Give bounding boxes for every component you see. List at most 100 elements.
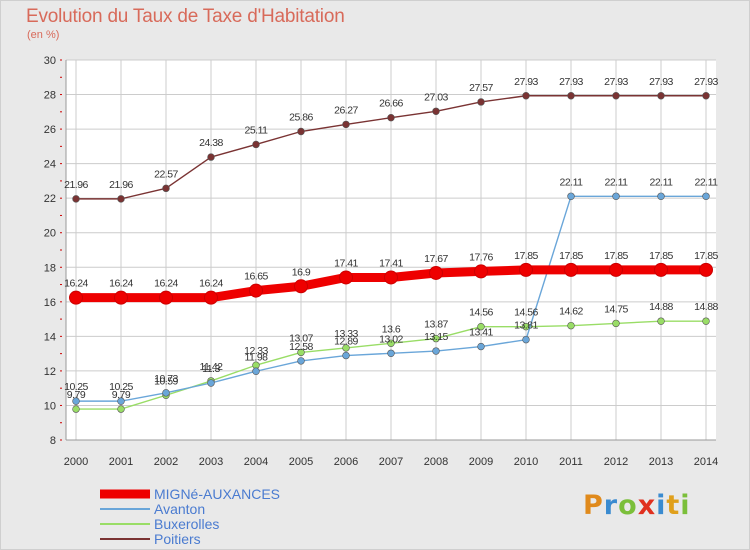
chart-title: Evolution du Taux de Taxe d'Habitation bbox=[26, 6, 345, 27]
data-point bbox=[297, 348, 305, 357]
y-tick-label: 12 bbox=[44, 366, 56, 378]
data-point bbox=[72, 405, 80, 413]
data-point bbox=[612, 92, 620, 100]
data-label: 27.93 bbox=[514, 76, 538, 88]
data-point bbox=[702, 92, 710, 100]
proxiti-logo: Proxiti bbox=[583, 490, 691, 521]
data-point bbox=[117, 195, 125, 203]
data-label: 17.85 bbox=[514, 250, 538, 262]
logo-letter: t bbox=[666, 490, 681, 521]
data-point bbox=[702, 317, 710, 325]
data-label: 13.6 bbox=[382, 323, 401, 335]
data-label: 27.57 bbox=[469, 82, 493, 94]
data-point bbox=[567, 192, 575, 200]
data-point bbox=[117, 397, 125, 405]
data-point bbox=[477, 98, 485, 106]
logo-letter: x bbox=[637, 490, 657, 521]
data-label: 11.98 bbox=[245, 351, 269, 363]
data-point bbox=[702, 192, 710, 200]
data-label: 21.96 bbox=[64, 179, 88, 191]
data-label: 27.03 bbox=[424, 91, 448, 103]
y-tick-label: 24 bbox=[44, 159, 56, 171]
data-label: 16.24 bbox=[109, 278, 133, 290]
data-point bbox=[384, 270, 398, 285]
data-point bbox=[522, 92, 530, 100]
data-point bbox=[474, 264, 488, 279]
x-tick-label: 2000 bbox=[64, 456, 88, 468]
data-point bbox=[657, 92, 665, 100]
data-label: 17.41 bbox=[334, 257, 358, 269]
data-point bbox=[654, 262, 668, 277]
unit-label: (en %) bbox=[27, 29, 60, 41]
data-label: 13.87 bbox=[424, 319, 448, 331]
legend-label: MIGNé-AUXANCES bbox=[154, 486, 280, 502]
data-label: 14.88 bbox=[649, 301, 673, 313]
y-tick-label: 8 bbox=[50, 435, 56, 447]
data-label: 10.59 bbox=[154, 375, 178, 387]
data-label: 9.79 bbox=[67, 389, 86, 401]
data-label: 27.93 bbox=[604, 76, 628, 88]
x-tick-label: 2004 bbox=[244, 456, 268, 468]
data-point bbox=[519, 262, 533, 277]
data-label: 12.58 bbox=[289, 341, 313, 353]
data-label: 22.11 bbox=[650, 176, 674, 188]
data-label: 10.25 bbox=[109, 381, 133, 393]
y-tick-label: 10 bbox=[44, 400, 56, 412]
data-point bbox=[72, 397, 80, 405]
data-label: 22.11 bbox=[605, 176, 629, 188]
data-label: 17.76 bbox=[469, 251, 493, 263]
x-tick-label: 2006 bbox=[334, 456, 358, 468]
data-point bbox=[297, 357, 305, 365]
data-point bbox=[297, 127, 305, 136]
data-point bbox=[204, 290, 218, 305]
y-tick-label: 28 bbox=[44, 90, 56, 102]
data-label: 17.41 bbox=[379, 257, 403, 269]
data-label: 26.66 bbox=[379, 98, 403, 110]
data-label: 22.57 bbox=[154, 168, 178, 180]
data-label: 16.24 bbox=[64, 278, 88, 290]
data-label: 22.11 bbox=[695, 176, 719, 188]
data-label: 27.93 bbox=[694, 76, 718, 88]
data-point bbox=[207, 153, 215, 161]
data-point bbox=[699, 262, 713, 277]
legend-label: Poitiers bbox=[154, 531, 201, 547]
data-point bbox=[612, 319, 620, 328]
data-point bbox=[387, 113, 395, 122]
data-point bbox=[159, 290, 173, 305]
data-label: 26.27 bbox=[334, 104, 358, 116]
data-label: 13.02 bbox=[379, 333, 403, 345]
data-label: 17.85 bbox=[604, 250, 628, 262]
data-label: 13.15 bbox=[424, 331, 448, 343]
x-tick-label: 2013 bbox=[649, 456, 673, 468]
data-point bbox=[207, 379, 215, 387]
data-label: 25.86 bbox=[289, 112, 313, 124]
data-point bbox=[609, 262, 623, 277]
y-tick-label: 22 bbox=[44, 193, 56, 205]
data-label: 13.81 bbox=[514, 320, 538, 332]
x-tick-label: 2005 bbox=[289, 456, 313, 468]
x-tick-label: 2008 bbox=[424, 456, 448, 468]
y-tick-label: 14 bbox=[44, 331, 56, 343]
data-label: 22.11 bbox=[560, 176, 584, 188]
data-label: 10.25 bbox=[64, 381, 88, 393]
data-label: 9.79 bbox=[112, 389, 131, 401]
data-label: 17.85 bbox=[649, 250, 673, 262]
data-point bbox=[162, 184, 170, 193]
logo-letter: i bbox=[680, 490, 691, 521]
data-label: 11.3 bbox=[202, 363, 220, 375]
data-point bbox=[342, 120, 350, 129]
data-label: 13.33 bbox=[334, 328, 358, 340]
data-point bbox=[342, 344, 350, 352]
x-tick-label: 2012 bbox=[604, 456, 628, 468]
data-point bbox=[339, 270, 353, 285]
data-point bbox=[387, 339, 395, 347]
data-point bbox=[612, 192, 620, 200]
logo-letter: P bbox=[583, 490, 604, 521]
logo-letter: o bbox=[618, 490, 638, 521]
data-point bbox=[69, 290, 83, 305]
data-point bbox=[567, 92, 575, 100]
x-tick-label: 2009 bbox=[469, 456, 493, 468]
data-point bbox=[567, 321, 575, 330]
y-tick-label: 20 bbox=[44, 228, 56, 240]
